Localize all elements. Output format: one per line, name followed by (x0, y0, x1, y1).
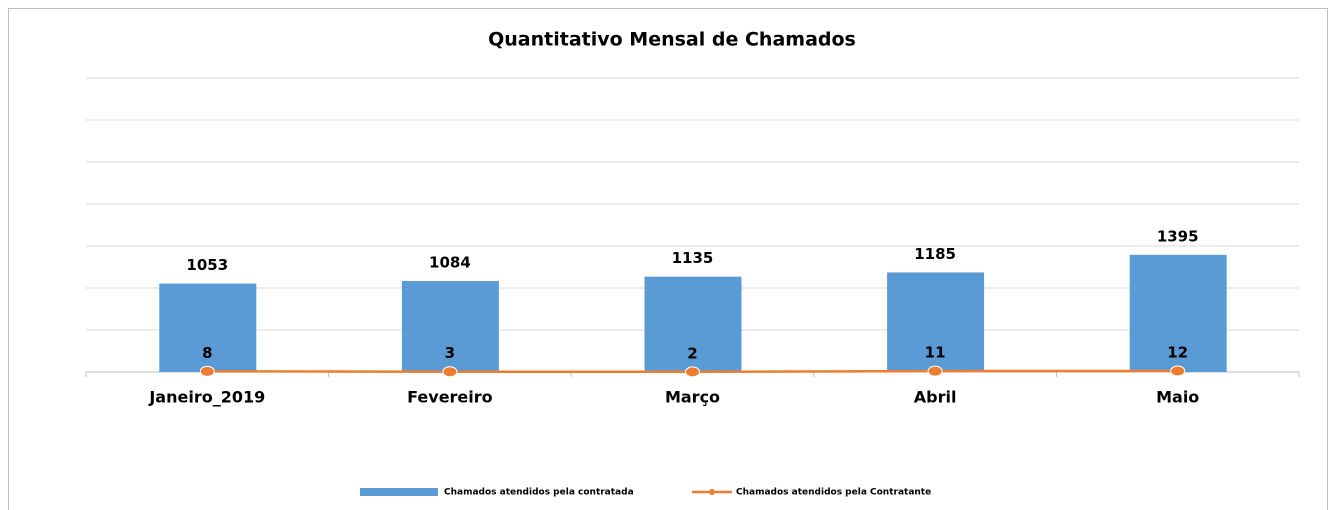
line-value-label: 12 (1167, 343, 1188, 361)
line-value-label: 11 (925, 344, 946, 362)
legend-label: Chamados atendidos pela contratada (444, 488, 634, 498)
line-marker (927, 365, 943, 377)
legend-swatch (360, 488, 438, 496)
bar-value-label: 1185 (914, 245, 956, 263)
bar (401, 280, 499, 372)
x-tick-label: Maio (1156, 388, 1199, 407)
bar (644, 276, 742, 372)
line-marker (199, 365, 215, 377)
bar-value-label: 1084 (429, 253, 471, 271)
chart-title: Quantitativo Mensal de Chamados (488, 29, 856, 51)
x-tick-label: Abril (914, 388, 957, 407)
line-value-label: 3 (445, 344, 455, 362)
legend-marker (709, 489, 715, 495)
chart-border (8, 8, 1328, 510)
line-marker (442, 366, 458, 378)
bar-value-label: 1135 (672, 249, 714, 267)
line-value-label: 2 (687, 344, 697, 362)
bar (1129, 254, 1227, 372)
bar (887, 272, 985, 372)
x-tick-label: Março (665, 388, 720, 407)
line-marker (1170, 365, 1186, 377)
bar-value-label: 1395 (1157, 227, 1199, 245)
x-tick-label: Fevereiro (407, 388, 493, 407)
bar-value-label: 1053 (186, 256, 228, 274)
bar (159, 283, 257, 372)
line-value-label: 8 (202, 344, 212, 362)
line-marker (685, 366, 700, 378)
legend-label: Chamados atendidos pela Contratante (736, 488, 931, 498)
x-tick-label: Janeiro_2019 (148, 388, 265, 407)
